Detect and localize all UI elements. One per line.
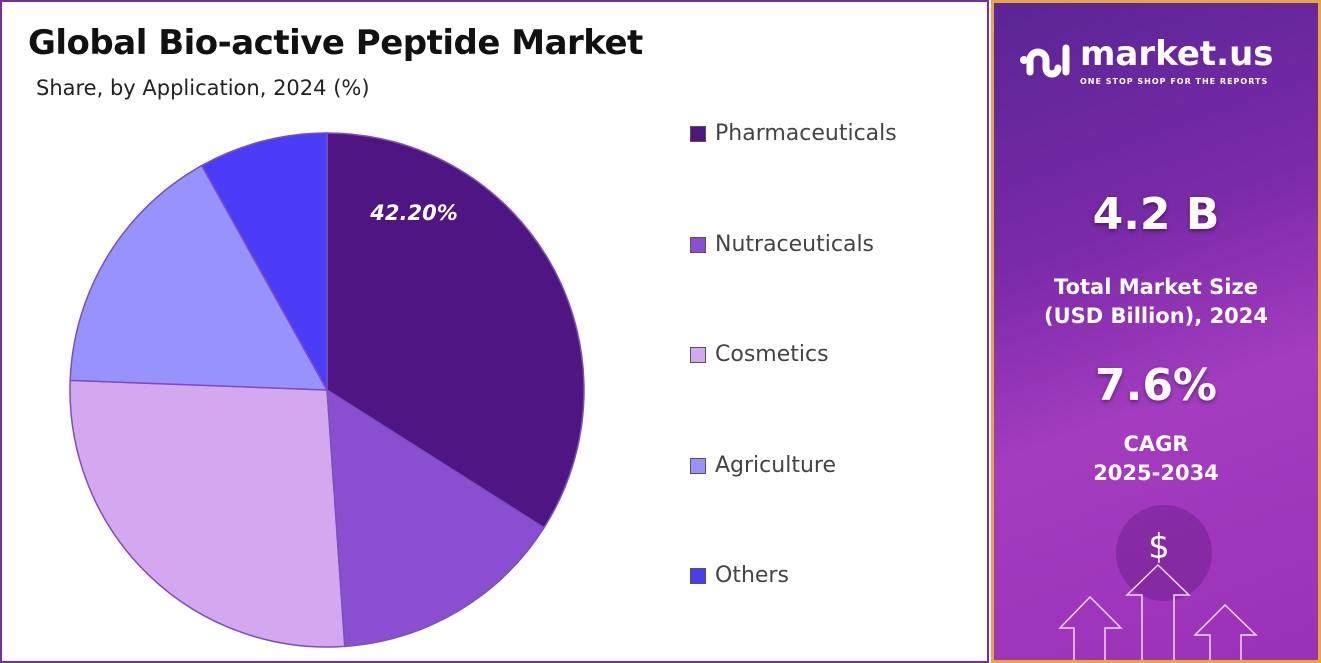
data-label-pharmaceuticals: 42.20% <box>369 201 457 225</box>
brand-logo: market.us ONE STOP SHOP FOR THE REPORTS <box>1018 33 1274 87</box>
pie-slice-pharmaceuticals <box>326 132 585 529</box>
cagr-value: 7.6% <box>1094 360 1218 411</box>
growth-arrows-icon: $ <box>1058 505 1258 660</box>
legend-label: Agriculture <box>715 452 836 478</box>
legend-label: Nutraceuticals <box>715 231 875 257</box>
pie-slice-cosmetics <box>69 379 346 648</box>
legend-item-pharmaceuticals: Pharmaceuticals <box>690 120 897 148</box>
pie-slice-agriculture <box>69 164 329 391</box>
logo-icon <box>1020 44 1070 78</box>
market-size-label-2: (USD Billion), 2024 <box>1043 304 1269 328</box>
cagr-label-1: CAGR <box>1123 432 1189 456</box>
brand-name: market.us <box>1080 34 1274 74</box>
pie-slice-others <box>200 132 328 393</box>
market-size-value: 4.2 B <box>1092 189 1220 240</box>
pie-slice-nutraceuticals <box>326 388 546 648</box>
pie-chart: 42.20% <box>69 132 585 648</box>
chart-title: Global Bio-active Peptide Market <box>28 23 643 63</box>
legend-item-nutraceuticals: Nutraceuticals <box>690 231 874 259</box>
legend-swatch <box>690 347 706 363</box>
chart-subtitle: Share, by Application, 2024 (%) <box>36 76 370 100</box>
legend-item-agriculture: Agriculture <box>690 452 836 480</box>
legend-swatch <box>690 236 706 253</box>
summary-panel: market.us ONE STOP SHOP FOR THE REPORTS … <box>991 0 1321 663</box>
chart-panel: Global Bio-active Peptide Market Share, … <box>0 0 989 663</box>
market-size-label-1: Total Market Size <box>1054 275 1258 299</box>
legend-swatch <box>690 457 706 474</box>
legend-item-others: Others <box>690 562 789 590</box>
legend-item-cosmetics: Cosmetics <box>690 341 829 369</box>
cagr-label-2: 2025-2034 <box>1093 461 1219 485</box>
legend-swatch <box>690 126 706 142</box>
legend-label: Pharmaceuticals <box>715 121 897 146</box>
brand-tagline: ONE STOP SHOP FOR THE REPORTS <box>1080 77 1269 86</box>
dollar-icon: $ <box>1148 527 1170 567</box>
legend-label: Others <box>715 563 789 588</box>
legend-swatch <box>690 568 706 584</box>
legend-label: Cosmetics <box>715 342 829 367</box>
